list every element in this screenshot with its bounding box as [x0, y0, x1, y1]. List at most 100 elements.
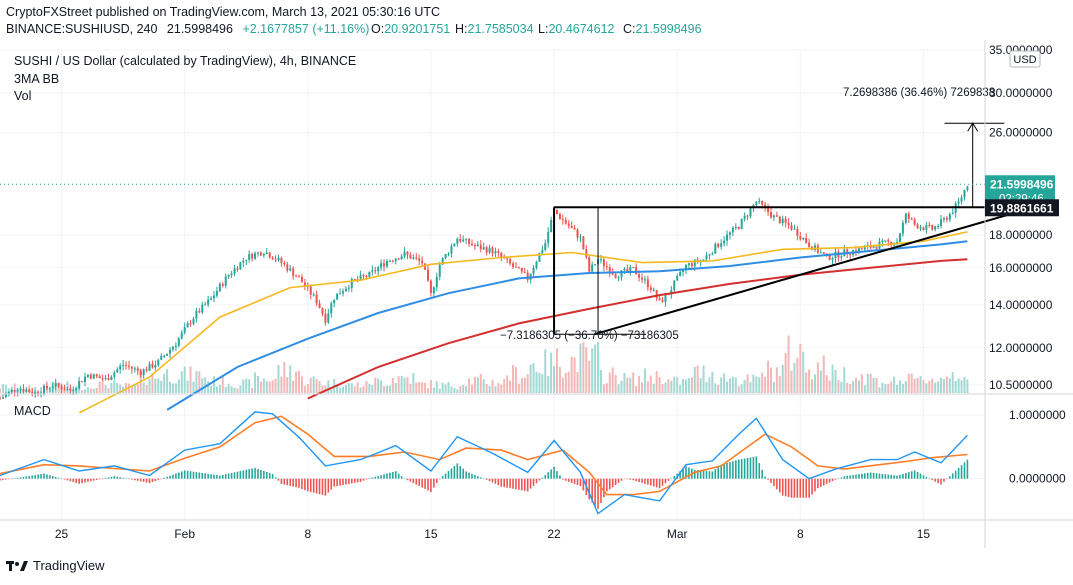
macd-histogram-bar: [509, 478, 511, 489]
volume-bar: [532, 362, 535, 393]
candle-body: [781, 218, 784, 224]
macd-histogram-bar: [242, 470, 245, 479]
candle-body: [98, 376, 101, 379]
macd-histogram-bar: [125, 478, 127, 479]
candle-body: [470, 243, 473, 246]
volume-bar: [535, 371, 538, 393]
volume-bar: [620, 380, 623, 393]
macd-histogram-bar: [532, 478, 535, 486]
macd-label[interactable]: MACD: [14, 404, 51, 418]
candle-body: [849, 254, 852, 256]
macd-histogram-bar: [204, 473, 207, 479]
macd-histogram-bar: [869, 472, 872, 479]
candle-body: [42, 385, 45, 394]
macd-histogram-bar: [37, 474, 39, 479]
macd-histogram-bar: [186, 470, 189, 479]
volume-bar: [424, 382, 427, 393]
candle-body: [221, 283, 224, 286]
candle-body: [805, 237, 808, 243]
macd-histogram-bar: [855, 474, 857, 479]
macd-histogram-bar: [5, 478, 7, 480]
volume-bar: [723, 373, 726, 393]
macd-histogram-bar: [949, 476, 951, 479]
volume-bar: [233, 387, 236, 393]
macd-histogram-bar: [169, 475, 171, 479]
macd-histogram-bar: [104, 478, 107, 479]
macd-histogram-bar: [172, 474, 174, 479]
macd-histogram-bar: [632, 478, 635, 481]
volume-bar: [306, 383, 309, 393]
candle-body: [60, 386, 63, 390]
volume-label[interactable]: Vol: [14, 89, 32, 103]
volume-bar: [761, 372, 764, 393]
candle-body: [192, 318, 195, 324]
volume-bar: [963, 377, 966, 393]
candle-body: [605, 266, 608, 268]
volume-bar: [81, 390, 84, 393]
candle-body: [623, 268, 626, 271]
volume-bar: [799, 343, 802, 393]
macd-histogram-bar: [556, 471, 558, 479]
volume-bar: [195, 371, 198, 393]
macd-histogram-bar: [485, 478, 488, 480]
volume-bar: [274, 378, 277, 393]
macd-histogram-bar: [550, 469, 552, 479]
volume-bar: [92, 388, 95, 393]
volume-bar: [638, 376, 641, 393]
volume-bar: [878, 387, 881, 393]
macd-histogram-bar: [436, 478, 438, 484]
volume-bar: [242, 379, 245, 393]
volume-bar: [599, 370, 602, 393]
macd-histogram-bar: [482, 478, 485, 480]
volume-bar: [937, 381, 940, 393]
macd-histogram-bar: [189, 471, 192, 479]
volume-bar: [720, 377, 723, 393]
macd-histogram-bar: [773, 478, 775, 487]
candle-body: [737, 226, 740, 229]
macd-histogram-bar: [315, 478, 318, 494]
volume-bar: [341, 386, 344, 393]
ohlc-open: O:20.9201751: [371, 22, 451, 36]
macd-histogram-bar: [430, 478, 432, 493]
macd-histogram-bar: [796, 478, 799, 498]
macd-histogram-bar: [916, 472, 919, 479]
candle-body: [78, 381, 81, 389]
tradingview-logo[interactable]: TradingView: [6, 558, 105, 573]
macd-histogram-bar: [570, 478, 573, 483]
volume-bar: [646, 381, 649, 393]
macd-histogram-bar: [925, 476, 928, 479]
macd-histogram-bar: [749, 457, 752, 479]
candle-body: [248, 253, 251, 260]
volume-bar: [652, 383, 655, 393]
indicator-label[interactable]: 3MA BB: [14, 72, 60, 86]
x-tick-label: Feb: [174, 527, 195, 541]
candle-body: [714, 243, 717, 254]
volume-bar: [643, 368, 646, 393]
price-change: +2.1677857 (+11.16%): [242, 22, 370, 36]
candle-body: [761, 200, 764, 205]
volume-bar: [500, 384, 503, 393]
volume-bar: [421, 382, 424, 393]
macd-y-tick-label: 1.0000000: [1009, 408, 1066, 422]
volume-bar: [427, 388, 430, 393]
macd-histogram-bar: [462, 468, 464, 479]
candle-body: [468, 238, 471, 244]
volume-bar: [913, 378, 916, 393]
macd-histogram-bar: [693, 469, 696, 479]
macd-histogram-bar: [339, 478, 341, 486]
macd-histogram-bar: [626, 478, 629, 480]
macd-histogram-bar: [793, 478, 796, 498]
macd-histogram-bar: [670, 478, 673, 479]
candle-body: [189, 323, 192, 325]
volume-bar: [866, 374, 869, 393]
macd-histogram-bar: [682, 468, 684, 479]
macd-y-tick-label: 0.0000000: [1009, 472, 1066, 486]
macd-histogram-bar: [418, 478, 421, 487]
volume-bar: [450, 386, 453, 393]
macd-histogram-bar: [878, 473, 881, 479]
ascending-trendline: [594, 210, 1021, 336]
candle-body: [485, 247, 488, 253]
candle-body: [907, 213, 910, 219]
candle-body: [494, 251, 497, 254]
